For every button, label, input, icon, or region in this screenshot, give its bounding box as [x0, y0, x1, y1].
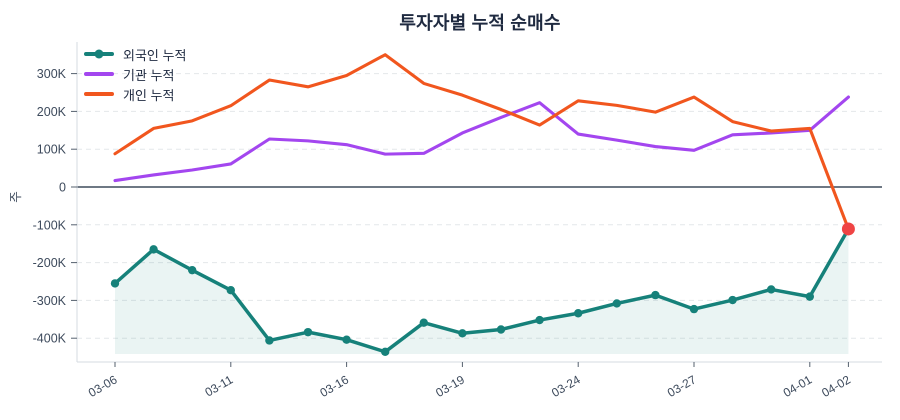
- legend-marker-dot-icon: [94, 49, 104, 59]
- y-tick-label: 300K: [37, 67, 67, 81]
- series-marker-외국인 누적: [805, 292, 814, 301]
- x-tick-label: 04-02: [819, 372, 853, 400]
- series-marker-외국인 누적: [496, 325, 506, 334]
- series-marker-외국인 누적: [574, 309, 583, 318]
- legend-swatch-icon: [84, 92, 114, 96]
- x-tick-label: 04-01: [781, 372, 815, 400]
- x-tick-label: 03-19: [433, 372, 467, 400]
- series-marker-외국인 누적: [767, 285, 776, 294]
- series-marker-외국인 누적: [265, 336, 274, 345]
- legend-label: 기관 누적: [123, 67, 175, 83]
- x-tick-label: 03-06: [86, 372, 120, 400]
- legend-label: 개인 누적: [123, 87, 175, 103]
- chart-title: 투자자별 누적 순매수: [399, 13, 561, 33]
- y-axis-title: 주: [9, 191, 23, 203]
- series-marker-외국인 누적: [651, 290, 660, 300]
- y-tick-label: -300K: [33, 294, 67, 308]
- y-tick-label: 100K: [37, 143, 67, 157]
- series-line-외국인 누적: [113, 227, 851, 354]
- series-marker-외국인 누적: [226, 285, 235, 295]
- series-marker-외국인 누적: [535, 315, 544, 325]
- series-marker-외국인 누적: [303, 327, 313, 337]
- y-tick-label: -100K: [33, 218, 67, 232]
- series-marker-외국인 누적: [149, 245, 158, 254]
- series-marker-외국인 누적: [612, 299, 621, 308]
- highlight-dot: [841, 222, 855, 236]
- legend-swatch-icon: [84, 72, 114, 76]
- y-tick-label: 200K: [37, 105, 67, 119]
- series-line-기관 누적: [113, 95, 850, 183]
- series-marker-외국인 누적: [381, 347, 390, 357]
- x-tick-label: 03-24: [549, 372, 583, 400]
- series-marker-외국인 누적: [689, 304, 699, 314]
- y-tick-label: 0: [59, 181, 66, 195]
- series-marker-외국인 누적: [110, 279, 120, 288]
- legend-item-2[interactable]: 개인 누적: [84, 87, 186, 103]
- series-line-개인 누적: [113, 53, 850, 231]
- legend-item-0[interactable]: 외국인 누적: [84, 47, 187, 63]
- series-marker-외국인 누적: [458, 329, 467, 338]
- x-tick-label: 03-27: [665, 372, 699, 400]
- legend-item-1[interactable]: 기관 누적: [84, 67, 186, 83]
- x-tick-label: 03-11: [202, 372, 235, 399]
- x-tick-label: 03-16: [318, 372, 352, 400]
- series-marker-외국인 누적: [342, 335, 351, 344]
- series-marker-외국인 누적: [188, 265, 197, 275]
- legend-label: 외국인 누적: [123, 47, 187, 63]
- legend-swatch-icon: [84, 49, 114, 59]
- series-marker-외국인 누적: [419, 318, 428, 327]
- y-tick-label: -200K: [33, 256, 67, 270]
- y-tick-label: -400K: [33, 332, 67, 346]
- area-fill-외국인 누적: [115, 228, 849, 354]
- series-marker-외국인 누적: [728, 295, 737, 305]
